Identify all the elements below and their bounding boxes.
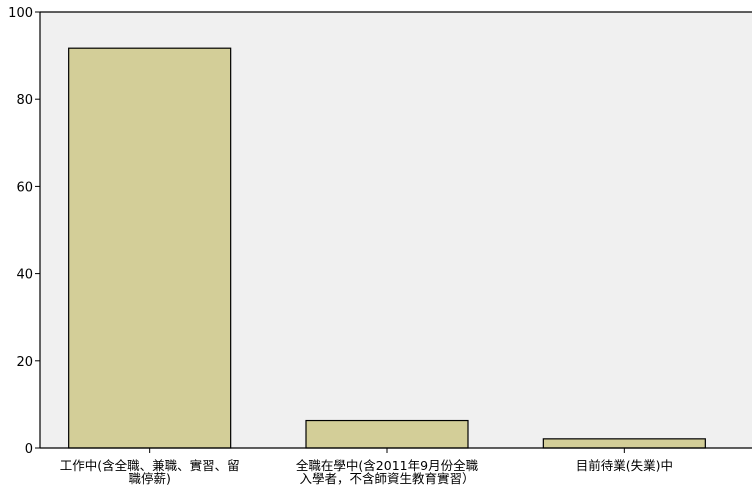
y-tick-label: 60 [16, 180, 33, 195]
bars [68, 47, 706, 449]
x-category-label: 入學者，不含師資生教育實習） [299, 471, 474, 486]
bar [68, 47, 232, 449]
x-category-label: 職停薪) [128, 471, 170, 486]
x-category-label: 全職在學中(含2011年9月份全職 [296, 458, 479, 473]
y-tick-label: 80 [16, 93, 33, 108]
y-tick-label: 20 [16, 355, 33, 370]
y-tick-label: 100 [8, 6, 33, 21]
y-tick-label: 40 [16, 268, 33, 283]
y-axis-ticks: 0 20 40 60 80 100 [8, 6, 40, 457]
x-category-label: 目前待業(失業)中 [576, 458, 673, 473]
bar [542, 438, 706, 449]
y-tick-label: 0 [25, 442, 33, 457]
x-category-label: 工作中(含全職、兼職、實習、留 [60, 458, 240, 473]
bar [305, 419, 469, 449]
